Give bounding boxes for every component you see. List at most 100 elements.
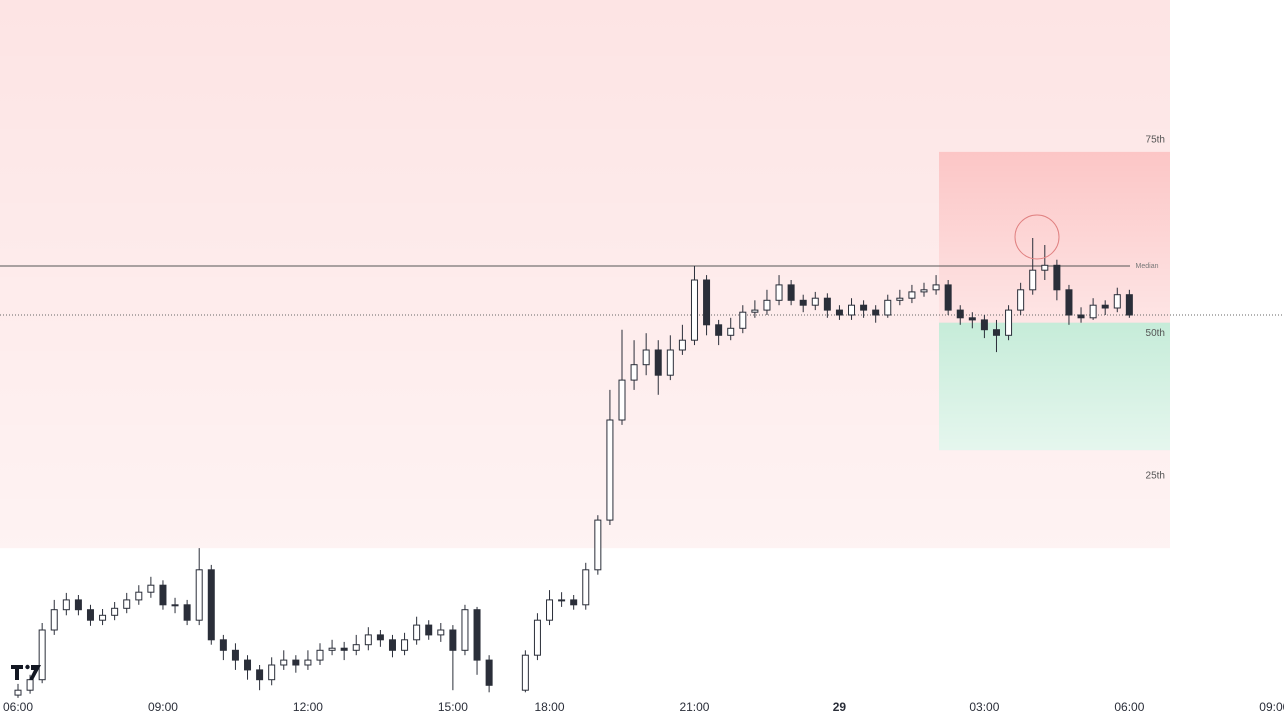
candle-body [606,419,614,521]
candle-body [618,379,626,421]
candle-body [811,297,819,306]
x-tick-label: 15:00 [438,700,468,714]
candle-body [690,279,698,341]
candle-body [884,299,892,316]
x-tick-label: 18:00 [535,700,565,714]
candle-body [1089,304,1097,319]
candle-body [908,291,916,299]
candles [14,238,1133,698]
candle-body [437,629,445,636]
levels: 75th Median 50th 25th [0,135,1284,482]
candle-body [533,619,541,656]
candle-body [642,349,650,366]
zones [0,0,1170,549]
candle-body [135,591,143,601]
logo-t [11,665,23,680]
candle-body [920,289,928,293]
candle-body [992,329,1000,336]
candle-body [521,654,529,691]
candle-body [956,309,964,319]
candle-body [594,519,602,571]
candle-body [703,279,711,326]
x-tick-label: 21:00 [679,700,709,714]
x-tick-label: 09:00 [1259,700,1284,714]
candle-body [630,364,638,381]
candle-body [473,609,481,661]
candle-body [1065,289,1073,316]
candle-body [1029,269,1037,291]
candle-body [1017,289,1025,311]
candle-body [26,679,34,691]
x-tick-label: 06:00 [3,700,33,714]
candle-body [62,599,70,611]
logo-dot [25,664,30,670]
candle-body [980,319,988,331]
candle-body [546,599,554,621]
candle-body [835,309,843,316]
candle-body [280,659,288,666]
candle-body [74,599,82,611]
candle-body [292,659,300,666]
level-label: Median [1136,263,1159,270]
candle-body [207,569,215,641]
candle-body [401,639,409,651]
level-label: 25th [1146,471,1165,482]
candle-body [171,604,179,607]
candle-body [38,629,46,681]
candle-body [1101,304,1109,309]
candle-body [244,659,252,671]
candle-body [932,284,940,291]
candle-body [860,304,868,311]
candle-body [739,311,747,329]
candle-body [727,327,735,336]
candle-body [666,349,674,376]
candle-body [485,659,493,686]
candle-body [316,649,324,661]
logo [11,664,41,680]
zone-fade [939,151,1170,323]
candle-body [1077,314,1085,319]
candle-body [123,599,131,609]
x-axis: 06:00 09:00 12:00 15:00 18:00 21:00 29 03:00 06:… [3,700,1284,714]
candle-body [715,324,723,336]
candle-body [823,297,831,311]
candle-body [256,669,264,681]
candle-body [413,624,421,641]
candle-body [1005,309,1013,336]
candle-body [1041,264,1049,271]
x-tick-label: 03:00 [969,700,999,714]
candle-body [1113,294,1121,309]
candle-body [763,299,771,311]
candle-body [582,569,590,606]
candle-body [364,634,372,646]
candle-body [570,599,578,606]
candle-body [340,647,348,651]
candle-body [111,607,119,616]
candle-body [86,609,94,621]
candle-body [461,609,469,651]
candle-body [388,639,396,651]
zone-fade [939,322,1170,451]
candle-body [1053,264,1061,291]
highlight-circle [1014,214,1060,260]
candle-body [558,599,566,602]
candle-body [787,284,795,301]
logo-v [29,665,41,680]
candle-body [775,284,783,301]
x-tick-label: 12:00 [293,700,323,714]
candle-body [425,624,433,636]
x-tick-label: 29 [833,700,847,714]
candle-body [159,584,167,606]
candle-body [352,644,360,651]
candle-body [449,629,457,651]
candle-body [944,284,952,311]
candle-body [231,649,239,661]
candle-body [799,299,807,306]
x-tick-label: 06:00 [1114,700,1144,714]
candle-body [195,569,203,621]
candle-body [147,584,155,593]
candle-body [1125,294,1133,316]
candle-body [183,604,191,621]
candle-body [99,614,107,621]
